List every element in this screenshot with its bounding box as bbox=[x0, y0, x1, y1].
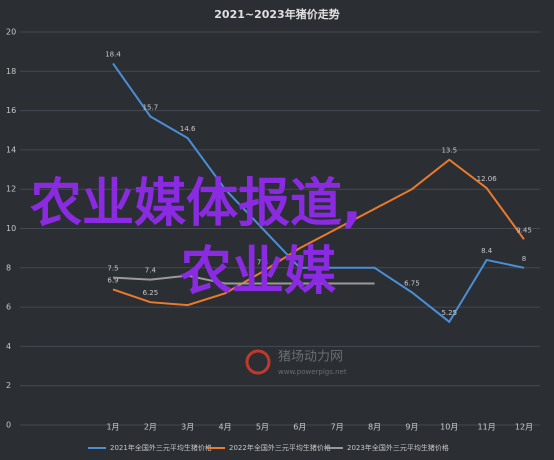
watermark-url: www.powerpigs.net bbox=[278, 368, 347, 376]
legend-label: 2022年全国外三元平均生猪价格 bbox=[229, 443, 331, 452]
x-tick-label: 4月 bbox=[219, 423, 232, 432]
data-label: 9.45 bbox=[516, 226, 532, 234]
x-tick-label: 5月 bbox=[256, 423, 269, 432]
y-tick-label: 16 bbox=[6, 106, 16, 115]
data-label: 8 bbox=[522, 255, 526, 263]
y-tick-label: 12 bbox=[6, 185, 16, 194]
x-tick-label: 1月 bbox=[106, 423, 119, 432]
chart-title: 2021~2023年猪价走势 bbox=[214, 7, 339, 21]
series-line bbox=[112, 158, 525, 307]
data-label: 18.4 bbox=[105, 50, 121, 58]
x-tick-label: 10月 bbox=[440, 423, 458, 432]
data-label: 7.4 bbox=[145, 267, 157, 275]
legend-label: 2021年全国外三元平均生猪价格 bbox=[110, 443, 212, 452]
y-tick-label: 20 bbox=[6, 28, 16, 37]
x-tick-label: 6月 bbox=[293, 423, 306, 432]
watermark-logo bbox=[245, 349, 271, 375]
data-label: 7.8 bbox=[257, 259, 268, 267]
y-tick-label: 8 bbox=[6, 263, 11, 272]
x-tick-label: 2月 bbox=[144, 423, 157, 432]
x-tick-label: 7月 bbox=[331, 423, 344, 432]
y-tick-label: 14 bbox=[6, 145, 16, 154]
data-label: 7.5 bbox=[107, 265, 118, 273]
x-tick-label: 9月 bbox=[405, 423, 418, 432]
x-tick-label: 12月 bbox=[515, 423, 533, 432]
data-label: 6.9 bbox=[107, 276, 118, 284]
data-label: 13.5 bbox=[441, 147, 457, 155]
data-label: 14.6 bbox=[180, 125, 196, 133]
y-tick-label: 2 bbox=[6, 381, 11, 390]
y-tick-label: 0 bbox=[6, 421, 11, 430]
watermark: 猪场动力网 bbox=[278, 350, 343, 365]
x-tick-label: 3月 bbox=[181, 423, 194, 432]
data-label: 12.06 bbox=[477, 175, 498, 183]
legend-label: 2023年全国外三元平均生猪价格 bbox=[347, 443, 449, 452]
x-tick-label: 11月 bbox=[478, 423, 496, 432]
data-label: 6.75 bbox=[404, 279, 420, 287]
y-tick-label: 4 bbox=[6, 342, 11, 351]
y-tick-label: 6 bbox=[6, 303, 11, 312]
y-tick-label: 18 bbox=[6, 67, 16, 76]
series-line bbox=[112, 274, 375, 285]
x-tick-label: 8月 bbox=[368, 423, 381, 432]
data-label: 5.25 bbox=[441, 309, 457, 317]
y-tick-label: 10 bbox=[6, 224, 16, 233]
data-label: 15.7 bbox=[143, 103, 159, 111]
series-line bbox=[112, 62, 525, 324]
data-label: 6.25 bbox=[143, 289, 159, 297]
overlay-text: 农业媒 bbox=[180, 242, 337, 302]
data-label: 8.4 bbox=[481, 247, 493, 255]
overlay-text: 农业媒体报道, bbox=[30, 174, 362, 234]
